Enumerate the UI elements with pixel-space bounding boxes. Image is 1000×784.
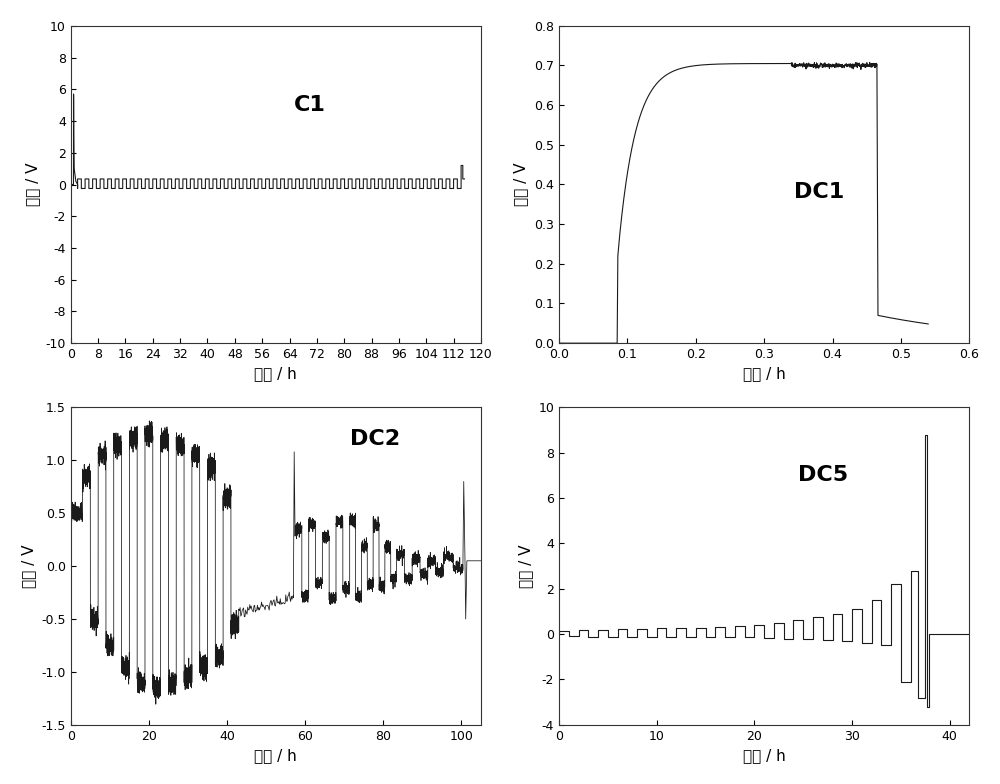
Text: DC1: DC1 — [794, 183, 844, 202]
X-axis label: 时间 / h: 时间 / h — [743, 748, 786, 763]
Y-axis label: 电压 / V: 电压 / V — [21, 544, 36, 588]
X-axis label: 时间 / h: 时间 / h — [743, 367, 786, 382]
X-axis label: 时间 / h: 时间 / h — [254, 367, 297, 382]
Text: C1: C1 — [294, 95, 326, 115]
Y-axis label: 电压 / V: 电压 / V — [25, 163, 40, 206]
Y-axis label: 电压 / V: 电压 / V — [518, 544, 533, 588]
Y-axis label: 电压 / V: 电压 / V — [514, 163, 529, 206]
Text: DC5: DC5 — [798, 466, 848, 485]
X-axis label: 时间 / h: 时间 / h — [254, 748, 297, 763]
Text: DC2: DC2 — [350, 429, 401, 449]
